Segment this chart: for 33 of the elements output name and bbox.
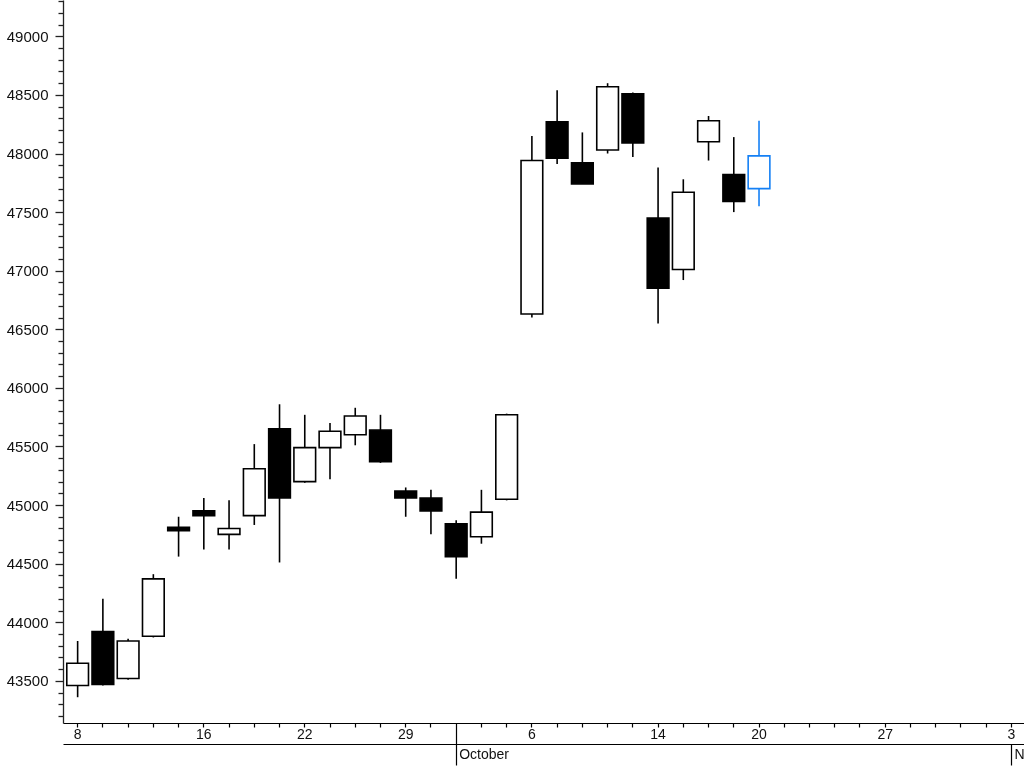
y-tick-label: 44500 (6, 555, 49, 573)
x-tick-label: 14 (650, 725, 667, 742)
y-tick-label: 47500 (6, 203, 49, 221)
y-tick-label: 44000 (6, 613, 49, 631)
x-tick-label: 3 (1007, 725, 1016, 742)
y-tick-label: 47000 (6, 262, 49, 280)
y-tick-label: 48500 (6, 86, 49, 104)
x-tick-label: 16 (196, 725, 212, 742)
x-tick-label: 29 (397, 725, 414, 742)
candlestick (318, 422, 342, 481)
candlestick (570, 131, 595, 185)
y-tick-label: 43500 (6, 672, 49, 690)
x-tick-label: 27 (877, 725, 894, 742)
candlestick (696, 115, 721, 162)
candlestick (394, 486, 418, 518)
y-tick-label: 45500 (6, 437, 49, 455)
x-tick-label: 22 (296, 725, 313, 742)
candlestick (419, 489, 443, 536)
x-tick-label: 6 (527, 725, 536, 742)
x-tick-label: 20 (751, 725, 768, 742)
y-tick-label: 46000 (6, 379, 49, 397)
text: October (459, 745, 510, 762)
text: N (1014, 745, 1024, 762)
y-tick-label: 46500 (6, 320, 49, 338)
candlestick (65, 640, 90, 699)
y-tick-label: 48000 (6, 145, 49, 163)
y-tick-label: 45000 (6, 496, 49, 514)
candlestick (217, 499, 241, 551)
x-tick-label: 8 (73, 725, 82, 742)
candlestick (166, 515, 191, 558)
candlestick (192, 497, 216, 551)
y-tick-label: 49000 (6, 27, 49, 45)
candlestick (343, 406, 367, 447)
